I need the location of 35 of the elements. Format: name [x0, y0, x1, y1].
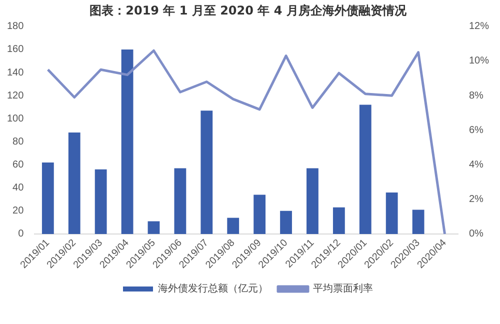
bar: [200, 110, 213, 234]
legend-label: 平均票面利率: [313, 282, 373, 295]
y-tick-label: 40: [12, 182, 24, 194]
chart-title: 图表：2019 年 1 月至 2020 年 4 月房企海外债融资情况: [90, 3, 408, 18]
y2-tick-label: 2%: [468, 194, 484, 206]
y2-tick-label: 8%: [468, 90, 484, 102]
y-tick-label: 120: [6, 90, 24, 102]
legend-label: 海外债发行总额（亿元）: [158, 282, 268, 295]
bar: [94, 169, 107, 234]
y-tick-label: 20: [12, 206, 24, 217]
y-tick-label: 0: [18, 228, 24, 240]
bar: [359, 104, 372, 234]
bar: [148, 221, 160, 234]
bar: [306, 168, 318, 234]
y-tick-label: 100: [6, 113, 24, 124]
bar: [121, 49, 134, 234]
y2-tick-label: 0%: [468, 228, 484, 240]
bar: [332, 207, 345, 234]
bar: [386, 192, 398, 234]
y-tick-label: 140: [6, 67, 24, 78]
y-tick-label: 80: [12, 136, 24, 148]
y2-tick-label: 12%: [468, 21, 490, 32]
y2-tick-label: 4%: [468, 160, 484, 171]
bar: [280, 210, 292, 234]
bar: [254, 194, 266, 234]
y2-tick-label: 6%: [468, 124, 484, 136]
y-tick-label: 180: [6, 21, 24, 32]
bar: [174, 168, 186, 234]
bar: [227, 218, 240, 234]
bar: [42, 162, 54, 234]
y-tick-label: 60: [12, 160, 24, 171]
bar: [68, 132, 80, 234]
y2-tick-label: 10%: [468, 56, 490, 67]
y-tick-label: 160: [6, 44, 24, 56]
bar: [412, 210, 424, 234]
